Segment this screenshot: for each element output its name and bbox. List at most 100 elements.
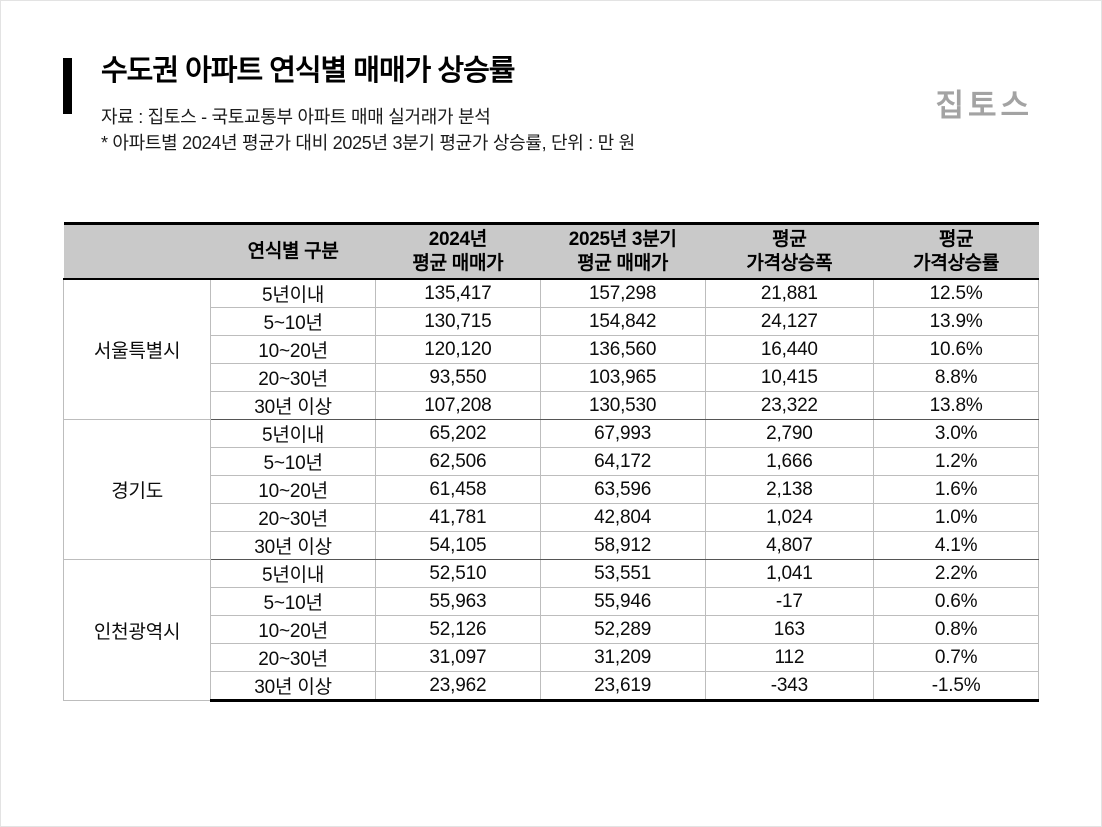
price-change-cell: 1,666	[704, 447, 874, 477]
change-rate-cell: 1.6%	[873, 475, 1039, 505]
price-2024-cell: 54,105	[374, 531, 541, 561]
table-row: 5~10년 55,963 55,946 -17 0.6%	[64, 587, 1039, 617]
table-row: 인천광역시 5년이내 52,510 53,551 1,041 2.2%	[62, 559, 1039, 702]
price-change-cell: 112	[704, 643, 874, 673]
age-band-cell: 20~30년	[210, 503, 376, 533]
price-2025q3-cell: 103,965	[539, 363, 706, 393]
price-2024-cell: 52,510	[374, 559, 541, 589]
age-band-cell: 30년 이상	[210, 531, 376, 561]
age-band-cell: 30년 이상	[210, 671, 376, 703]
change-rate-cell: 0.7%	[873, 643, 1039, 673]
table-row: 20~30년 31,097 31,209 112 0.7%	[64, 643, 1039, 673]
header-avg-change-rate: 평균 가격상승률	[873, 221, 1039, 281]
age-band-cell: 30년 이상	[210, 391, 376, 421]
change-rate-cell: 0.8%	[873, 615, 1039, 645]
header-avg-price-change: 평균 가격상승폭	[705, 221, 874, 281]
region-cell: 인천광역시	[62, 559, 211, 702]
price-change-cell: 4,807	[704, 531, 874, 561]
change-rate-cell: 13.8%	[873, 391, 1039, 421]
price-change-cell: -17	[704, 587, 874, 617]
price-2024-cell: 31,097	[374, 643, 541, 673]
change-rate-cell: 10.6%	[873, 335, 1039, 365]
unit-note: * 아파트별 2024년 평균가 대비 2025년 3분기 평균가 상승률, 단…	[101, 132, 635, 153]
price-2025q3-cell: 55,946	[539, 587, 706, 617]
price-2025q3-cell: 136,560	[539, 335, 706, 365]
age-band-cell: 5년이내	[210, 419, 376, 449]
price-2025q3-cell: 64,172	[539, 447, 706, 477]
price-2024-cell: 23,962	[374, 671, 541, 703]
change-rate-cell: 1.2%	[873, 447, 1039, 477]
change-rate-cell: 4.1%	[873, 531, 1039, 561]
table-row: 30년 이상 54,105 58,912 4,807 4.1%	[64, 531, 1039, 561]
price-2024-cell: 55,963	[374, 587, 541, 617]
region-cell: 서울특별시	[62, 279, 211, 421]
age-band-cell: 10~20년	[210, 475, 376, 505]
page-title: 수도권 아파트 연식별 매매가 상승률	[101, 55, 515, 87]
price-2025q3-cell: 42,804	[539, 503, 706, 533]
price-table: 연식별 구분 2024년 평균 매매가 2025년 3분기 평균 매매가 평균 …	[62, 221, 1039, 703]
price-2025q3-cell: 58,912	[539, 531, 706, 561]
age-band-cell: 20~30년	[210, 363, 376, 393]
price-2024-cell: 135,417	[374, 279, 541, 309]
table-row: 경기도 5년이내 65,202 67,993 2,790 3.0%	[62, 419, 1039, 561]
change-rate-cell: 8.8%	[873, 363, 1039, 393]
table-row: 20~30년 93,550 103,965 10,415 8.8%	[64, 363, 1039, 393]
price-2024-cell: 52,126	[374, 615, 541, 645]
change-rate-cell: 12.5%	[873, 279, 1039, 309]
price-2024-cell: 61,458	[374, 475, 541, 505]
change-rate-cell: 2.2%	[873, 559, 1039, 589]
table-row: 30년 이상 107,208 130,530 23,322 13.8%	[64, 391, 1039, 421]
price-2024-cell: 93,550	[374, 363, 541, 393]
age-band-cell: 5년이내	[210, 279, 376, 309]
age-band-cell: 5년이내	[210, 559, 376, 589]
price-2024-cell: 107,208	[374, 391, 541, 421]
header-2025q3-avg-price: 2025년 3분기 평균 매매가	[540, 221, 706, 281]
table-header: 연식별 구분 2024년 평균 매매가 2025년 3분기 평균 매매가 평균 …	[63, 221, 1039, 281]
table-row: 10~20년 52,126 52,289 163 0.8%	[64, 615, 1039, 645]
price-change-cell: 1,041	[704, 559, 874, 589]
price-2025q3-cell: 52,289	[539, 615, 706, 645]
price-2025q3-cell: 63,596	[539, 475, 706, 505]
age-band-cell: 5~10년	[210, 587, 376, 617]
region-cell: 경기도	[62, 419, 211, 561]
change-rate-cell: 13.9%	[873, 307, 1039, 337]
change-rate-cell: -1.5%	[873, 671, 1039, 703]
header-age-band: 연식별 구분	[210, 221, 376, 281]
price-change-cell: 1,024	[704, 503, 874, 533]
change-rate-cell: 1.0%	[873, 503, 1039, 533]
table-body: 서울특별시 5년이내 135,417 157,298 21,881 12.5% 5~10년 1…	[62, 279, 1039, 703]
price-2025q3-cell: 130,530	[539, 391, 706, 421]
table-row: 30년 이상 23,962 23,619 -343 -1.5%	[64, 671, 1039, 703]
age-band-cell: 10~20년	[210, 615, 376, 645]
source-note: 자료 : 집토스 - 국토교통부 아파트 매매 실거래가 분석	[101, 106, 491, 127]
table-header-row: 연식별 구분 2024년 평균 매매가 2025년 3분기 평균 매매가 평균 …	[63, 221, 1039, 281]
header-2024-avg-price: 2024년 평균 매매가	[375, 221, 541, 281]
price-change-cell: 2,138	[704, 475, 874, 505]
table-row: 5~10년 62,506 64,172 1,666 1.2%	[64, 447, 1039, 477]
table-row: 10~20년 61,458 63,596 2,138 1.6%	[64, 475, 1039, 505]
price-2024-cell: 65,202	[374, 419, 541, 449]
price-change-cell: 16,440	[704, 335, 874, 365]
price-change-cell: 2,790	[704, 419, 874, 449]
price-change-cell: 10,415	[704, 363, 874, 393]
table-row: 서울특별시 5년이내 135,417 157,298 21,881 12.5%	[62, 279, 1039, 421]
age-band-cell: 5~10년	[210, 307, 376, 337]
price-change-cell: 21,881	[704, 279, 874, 309]
age-band-cell: 20~30년	[210, 643, 376, 673]
change-rate-cell: 3.0%	[873, 419, 1039, 449]
price-change-cell: 23,322	[704, 391, 874, 421]
price-2025q3-cell: 53,551	[539, 559, 706, 589]
header-region	[63, 221, 211, 281]
price-2024-cell: 62,506	[374, 447, 541, 477]
page-header: 수도권 아파트 연식별 매매가 상승률 자료 : 집토스 - 국토교통부 아파트…	[63, 55, 1039, 156]
price-2024-cell: 120,120	[374, 335, 541, 365]
price-change-cell: 24,127	[704, 307, 874, 337]
price-2024-cell: 130,715	[374, 307, 541, 337]
table-row: 20~30년 41,781 42,804 1,024 1.0%	[64, 503, 1039, 533]
price-change-cell: -343	[704, 671, 874, 703]
price-2025q3-cell: 157,298	[539, 279, 706, 309]
price-change-cell: 163	[704, 615, 874, 645]
change-rate-cell: 0.6%	[873, 587, 1039, 617]
price-2025q3-cell: 23,619	[539, 671, 706, 703]
